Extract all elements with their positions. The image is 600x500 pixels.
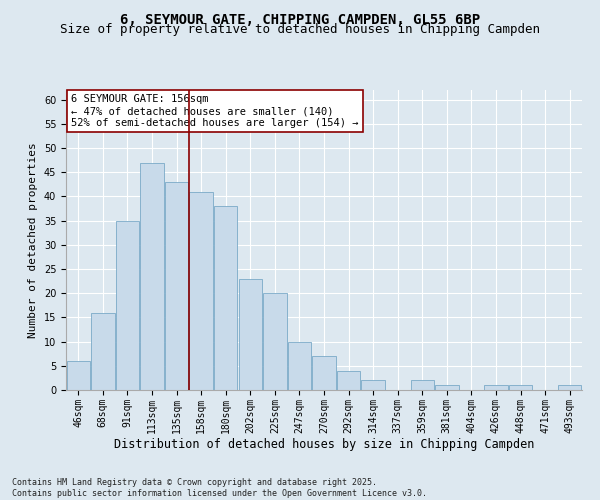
Bar <box>190 192 213 390</box>
Text: Size of property relative to detached houses in Chipping Campden: Size of property relative to detached ho… <box>60 22 540 36</box>
Bar <box>288 342 311 390</box>
Bar <box>214 206 238 390</box>
Text: Contains HM Land Registry data © Crown copyright and database right 2025.
Contai: Contains HM Land Registry data © Crown c… <box>12 478 427 498</box>
Bar <box>91 312 115 390</box>
Bar <box>67 361 90 390</box>
Bar <box>116 220 139 390</box>
Y-axis label: Number of detached properties: Number of detached properties <box>28 142 38 338</box>
Text: 6, SEYMOUR GATE, CHIPPING CAMPDEN, GL55 6BP: 6, SEYMOUR GATE, CHIPPING CAMPDEN, GL55 … <box>120 12 480 26</box>
Bar <box>435 385 458 390</box>
Bar <box>263 293 287 390</box>
Text: 6 SEYMOUR GATE: 156sqm
← 47% of detached houses are smaller (140)
52% of semi-de: 6 SEYMOUR GATE: 156sqm ← 47% of detached… <box>71 94 359 128</box>
Bar <box>140 162 164 390</box>
Bar <box>484 385 508 390</box>
Bar <box>558 385 581 390</box>
Bar <box>509 385 532 390</box>
X-axis label: Distribution of detached houses by size in Chipping Campden: Distribution of detached houses by size … <box>114 438 534 452</box>
Bar <box>410 380 434 390</box>
Bar <box>313 356 335 390</box>
Bar <box>239 278 262 390</box>
Bar <box>337 370 360 390</box>
Bar <box>361 380 385 390</box>
Bar <box>165 182 188 390</box>
